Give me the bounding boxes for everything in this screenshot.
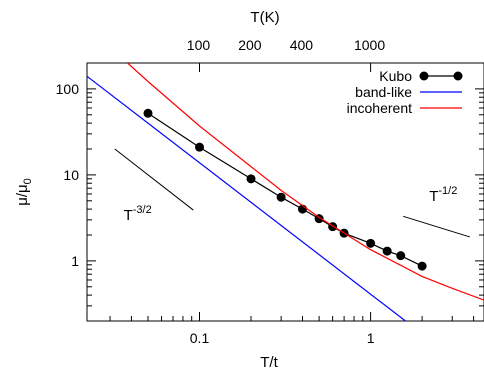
slope-label-base: T (429, 188, 438, 205)
axis-ticks: 0.1 1 1 10 100 100 200 400 1000 (56, 37, 484, 346)
slope-label-exponent: -1/2 (438, 185, 457, 197)
top-tick-label: 100 (187, 37, 211, 53)
top-tick-label: 200 (238, 37, 262, 53)
slope-guide-line (114, 148, 194, 211)
slope-label: T-3/2 (124, 204, 152, 224)
data-point (246, 174, 256, 184)
y-tick-label: 10 (63, 167, 79, 183)
x-tick-label: 0.1 (190, 330, 210, 346)
series-line-Kubo (147, 112, 423, 267)
top-tick-label: 1000 (354, 37, 385, 53)
top-axis-label: T(K) (250, 9, 279, 26)
plot-frame (86, 62, 484, 322)
data-point (195, 142, 205, 152)
slope-guide-line (403, 215, 470, 238)
svg-text:μ/μ0: μ/μ0 (14, 178, 34, 206)
data-point (276, 192, 286, 202)
slope-label-base: T (124, 207, 133, 224)
annotation-layer: T-3/2T-1/2 (114, 148, 470, 238)
legend-marker (419, 71, 429, 81)
series-line-band-like (87, 75, 406, 321)
y-axis-label-main: μ/μ (14, 184, 31, 205)
legend-label: Kubo (379, 68, 412, 84)
data-point (382, 246, 392, 256)
data-point (396, 251, 406, 261)
data-point (143, 108, 153, 118)
top-tick-label: 400 (290, 37, 314, 53)
series-line-incoherent (127, 63, 484, 301)
series-layer (87, 63, 484, 321)
legend-marker (453, 71, 463, 81)
y-axis-label-sub: 0 (22, 178, 34, 184)
legend-label: incoherent (347, 100, 412, 116)
data-point (417, 261, 427, 271)
slope-label: T-1/2 (429, 185, 457, 205)
x-tick-label: 1 (367, 330, 375, 346)
y-tick-label: 100 (56, 81, 80, 97)
y-tick-label: 1 (71, 253, 79, 269)
legend-label: band-like (355, 84, 412, 100)
x-axis-label: T/t (260, 354, 278, 371)
slope-label-exponent: -3/2 (133, 204, 152, 216)
y-axis-label: μ/μ0 (14, 178, 34, 206)
data-point (366, 238, 376, 248)
